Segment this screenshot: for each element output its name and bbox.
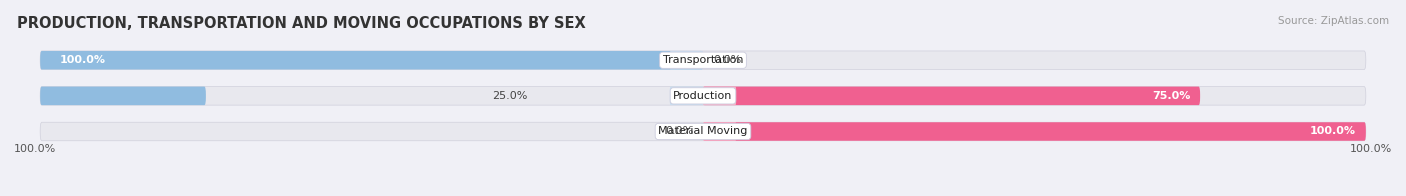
FancyBboxPatch shape	[41, 51, 1365, 70]
FancyBboxPatch shape	[41, 87, 1365, 105]
FancyBboxPatch shape	[41, 51, 703, 70]
FancyBboxPatch shape	[703, 122, 737, 141]
FancyBboxPatch shape	[703, 87, 737, 105]
Text: Transportation: Transportation	[662, 55, 744, 65]
Text: 25.0%: 25.0%	[492, 91, 527, 101]
Text: Source: ZipAtlas.com: Source: ZipAtlas.com	[1278, 16, 1389, 26]
Text: 0.0%: 0.0%	[665, 126, 693, 136]
Text: Production: Production	[673, 91, 733, 101]
Text: 100.0%: 100.0%	[14, 144, 56, 154]
FancyBboxPatch shape	[703, 87, 1201, 105]
Text: 100.0%: 100.0%	[1310, 126, 1355, 136]
FancyBboxPatch shape	[41, 87, 205, 105]
FancyBboxPatch shape	[669, 51, 703, 70]
Text: 100.0%: 100.0%	[60, 55, 105, 65]
Text: 0.0%: 0.0%	[713, 55, 741, 65]
FancyBboxPatch shape	[669, 87, 703, 105]
Text: Material Moving: Material Moving	[658, 126, 748, 136]
Text: 75.0%: 75.0%	[1152, 91, 1191, 101]
Text: PRODUCTION, TRANSPORTATION AND MOVING OCCUPATIONS BY SEX: PRODUCTION, TRANSPORTATION AND MOVING OC…	[17, 16, 586, 31]
FancyBboxPatch shape	[703, 122, 1365, 141]
FancyBboxPatch shape	[41, 122, 1365, 141]
Text: 100.0%: 100.0%	[1350, 144, 1392, 154]
